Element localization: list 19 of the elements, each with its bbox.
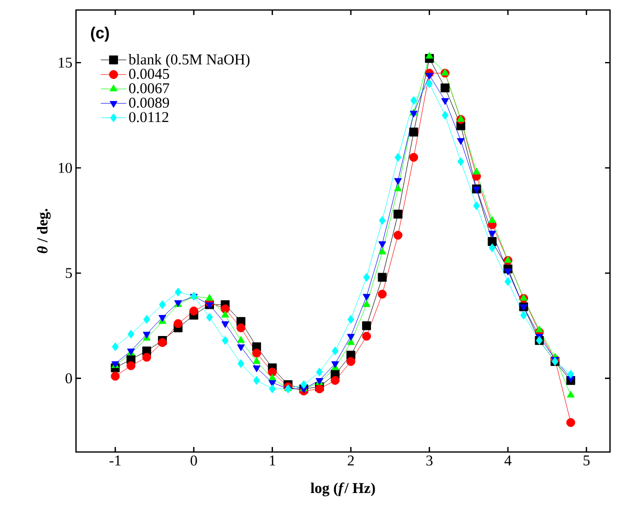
legend-label: blank (0.5M NaOH)	[128, 54, 250, 68]
legend-label: 0.0089	[129, 98, 170, 108]
legend-label: 0.0067	[129, 83, 170, 94]
x-axis-title: log (f/ Hz)	[310, 482, 375, 496]
x-tick-label: 5	[584, 456, 590, 466]
x-tick-label: 4	[504, 456, 512, 466]
y-tick-label: 15	[58, 58, 72, 68]
x-tick-label: 1	[270, 456, 276, 466]
annotation: (c)	[91, 26, 109, 42]
legend-label: 0.0045	[129, 68, 170, 79]
x-tick-label: -1	[110, 456, 121, 466]
y-tick-label: 5	[66, 268, 72, 278]
x-tick-label: 0	[190, 456, 197, 466]
y-tick-label: 10	[58, 162, 72, 173]
legend-label: 0.0112	[129, 112, 168, 122]
y-axis-title: θ / deg.	[36, 208, 51, 254]
x-tick-label: 3	[426, 456, 433, 466]
y-tick-label: 0	[66, 373, 72, 384]
x-tick-label: 2	[348, 456, 354, 466]
